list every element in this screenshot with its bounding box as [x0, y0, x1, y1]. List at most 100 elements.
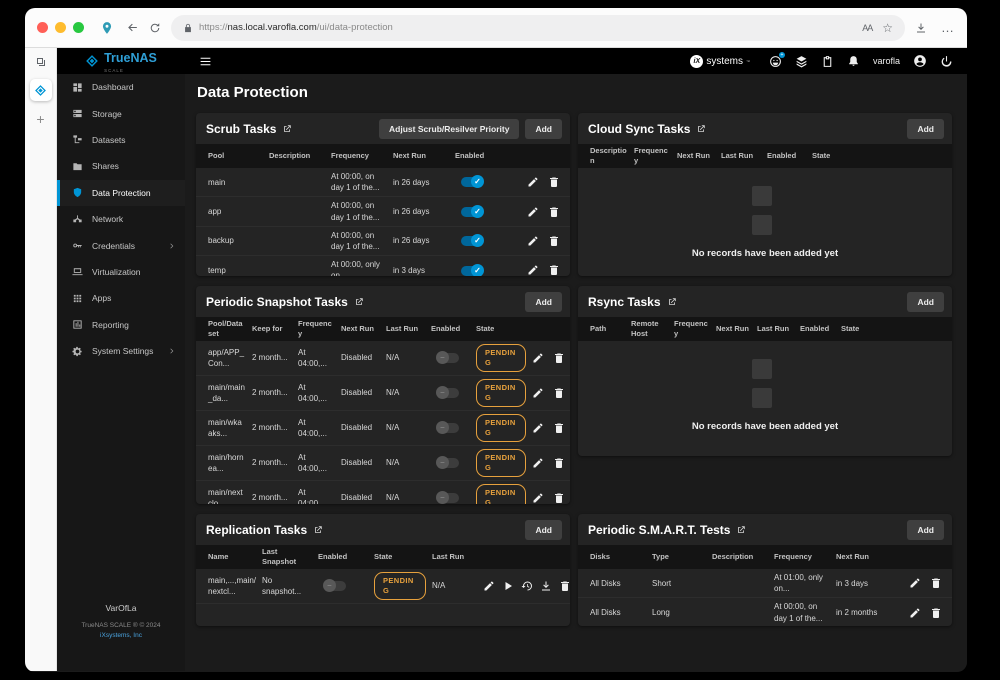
state-badge[interactable]: PENDING: [476, 344, 526, 372]
delete-icon[interactable]: [548, 176, 560, 188]
delete-icon[interactable]: [548, 264, 560, 276]
tab-overview-icon[interactable]: [35, 56, 47, 68]
add-cloud-sync-button[interactable]: Add: [907, 119, 944, 139]
delete-icon[interactable]: [553, 457, 565, 469]
smart-tests-card: Periodic S.M.A.R.T. Tests Add DisksTypeD…: [578, 514, 952, 626]
chevron-right-icon: [168, 347, 176, 355]
state-badge[interactable]: PENDING: [476, 414, 526, 442]
state-badge[interactable]: PENDING: [476, 484, 526, 504]
address-bar[interactable]: https://nas.local.varofla.com/ui/data-pr…: [171, 15, 905, 41]
edit-icon[interactable]: [527, 235, 539, 247]
delete-icon[interactable]: [559, 580, 570, 592]
back-button[interactable]: [126, 21, 139, 34]
sidebar-item-apps[interactable]: Apps: [57, 285, 185, 311]
enabled-toggle[interactable]: [461, 266, 483, 276]
browser-menu-icon[interactable]: …: [941, 20, 955, 35]
state-badge[interactable]: PENDING: [476, 449, 526, 477]
sidebar-item-data-protection[interactable]: Data Protection: [57, 180, 185, 206]
table-row: tempAt 00:00, only on...in 3 days: [196, 256, 570, 276]
downloads-icon[interactable]: [915, 22, 927, 34]
edit-icon[interactable]: [532, 492, 544, 504]
sidebar-item-system-settings[interactable]: System Settings: [57, 338, 185, 364]
app-topbar: TrueNASSCALE iX systems ™ + varofla: [57, 48, 967, 74]
bookmark-star-icon[interactable]: ☆: [882, 22, 893, 34]
jobs-icon[interactable]: [821, 55, 834, 68]
smart-tests-title-link[interactable]: Periodic S.M.A.R.T. Tests: [588, 523, 746, 537]
enabled-toggle[interactable]: [461, 177, 483, 187]
power-icon[interactable]: [940, 55, 953, 68]
sidebar-item-shares[interactable]: Shares: [57, 153, 185, 179]
delete-icon[interactable]: [930, 607, 942, 619]
minimize-window-button[interactable]: [55, 22, 66, 33]
edit-icon[interactable]: [532, 387, 544, 399]
zoom-window-button[interactable]: [73, 22, 84, 33]
user-menu-icon[interactable]: [913, 54, 927, 68]
edit-icon[interactable]: [527, 206, 539, 218]
delete-icon[interactable]: [553, 422, 565, 434]
snapshot-tasks-title-link[interactable]: Periodic Snapshot Tasks: [206, 295, 364, 309]
enabled-toggle[interactable]: [324, 581, 346, 591]
edit-icon[interactable]: [532, 422, 544, 434]
add-rsync-task-button[interactable]: Add: [907, 292, 944, 312]
delete-icon[interactable]: [553, 387, 565, 399]
delete-icon[interactable]: [930, 577, 942, 589]
reload-button[interactable]: [149, 22, 161, 34]
sidebar-toggle-icon[interactable]: [199, 55, 212, 68]
delete-icon[interactable]: [553, 492, 565, 504]
enabled-toggle[interactable]: [437, 388, 459, 398]
scrub-tasks-title-link[interactable]: Scrub Tasks: [206, 122, 292, 136]
sidebar-item-storage[interactable]: Storage: [57, 100, 185, 126]
adjust-scrub-priority-button[interactable]: Adjust Scrub/Resilver Priority: [379, 119, 519, 139]
state-badge[interactable]: PENDING: [374, 572, 426, 600]
delete-icon[interactable]: [548, 206, 560, 218]
profile-pin-icon[interactable]: [100, 21, 114, 35]
active-tab-favicon[interactable]: [30, 79, 52, 101]
external-link-icon: [696, 124, 706, 134]
restore-icon[interactable]: [521, 580, 533, 592]
add-scrub-task-button[interactable]: Add: [525, 119, 562, 139]
edit-icon[interactable]: [909, 577, 921, 589]
download-keys-icon[interactable]: [540, 580, 552, 592]
state-badge[interactable]: PENDING: [476, 379, 526, 407]
external-link-icon: [736, 525, 746, 535]
close-window-button[interactable]: [37, 22, 48, 33]
enabled-toggle[interactable]: [437, 493, 459, 503]
new-tab-button[interactable]: +: [36, 112, 44, 126]
add-snapshot-task-button[interactable]: Add: [525, 292, 562, 312]
add-smart-test-button[interactable]: Add: [907, 520, 944, 540]
edit-icon[interactable]: [909, 607, 921, 619]
edit-icon[interactable]: [483, 580, 495, 592]
sidebar-item-credentials[interactable]: Credentials: [57, 232, 185, 258]
sidebar-item-dashboard[interactable]: Dashboard: [57, 74, 185, 100]
truecommand-icon[interactable]: +: [769, 55, 782, 68]
key-icon: [72, 240, 83, 251]
add-replication-task-button[interactable]: Add: [525, 520, 562, 540]
cloud-sync-title-link[interactable]: Cloud Sync Tasks: [588, 122, 706, 136]
edit-icon[interactable]: [527, 264, 539, 276]
vendor-link[interactable]: iXsystems, Inc: [57, 632, 185, 639]
sidebar-item-network[interactable]: Network: [57, 206, 185, 232]
sidebar-item-reporting[interactable]: Reporting: [57, 312, 185, 338]
directory-services-icon[interactable]: [795, 55, 808, 68]
truenas-logo[interactable]: TrueNASSCALE: [57, 49, 185, 73]
enabled-toggle[interactable]: [437, 353, 459, 363]
edit-icon[interactable]: [527, 176, 539, 188]
run-now-icon[interactable]: [502, 580, 514, 592]
sidebar-item-virtualization[interactable]: Virtualization: [57, 259, 185, 285]
cloud-sync-tasks-card: Cloud Sync Tasks Add DescriptionFrequenc…: [578, 113, 952, 276]
traffic-lights: [37, 22, 84, 33]
delete-icon[interactable]: [553, 352, 565, 364]
enabled-toggle[interactable]: [437, 423, 459, 433]
reader-size-button[interactable]: AA: [862, 23, 872, 33]
replication-tasks-title-link[interactable]: Replication Tasks: [206, 523, 323, 537]
rsync-tasks-title-link[interactable]: Rsync Tasks: [588, 295, 677, 309]
enabled-toggle[interactable]: [437, 458, 459, 468]
edit-icon[interactable]: [532, 352, 544, 364]
cell: main: [208, 174, 269, 191]
enabled-toggle[interactable]: [461, 236, 483, 246]
enabled-toggle[interactable]: [461, 207, 483, 217]
edit-icon[interactable]: [532, 457, 544, 469]
sidebar-item-datasets[interactable]: Datasets: [57, 127, 185, 153]
delete-icon[interactable]: [548, 235, 560, 247]
alerts-bell-icon[interactable]: [847, 55, 860, 68]
